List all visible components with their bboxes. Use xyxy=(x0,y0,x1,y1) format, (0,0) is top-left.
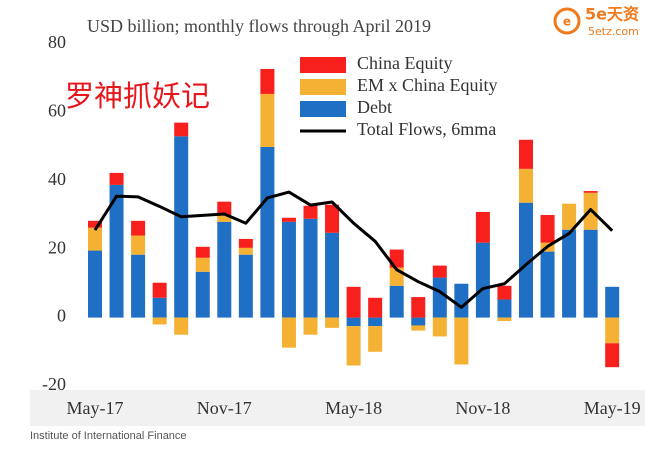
bar-segment xyxy=(238,238,253,248)
bar-segment xyxy=(131,235,146,255)
bar-segment xyxy=(260,68,275,94)
bar-segment xyxy=(174,317,189,335)
bar-segment xyxy=(583,191,598,193)
bar-segment xyxy=(303,205,318,219)
chart-title: USD billion; monthly flows through April… xyxy=(87,16,431,36)
bar-segment xyxy=(131,254,146,318)
bar-segment xyxy=(174,122,189,137)
x-axis-band xyxy=(30,390,645,426)
bar-segment xyxy=(497,299,512,318)
logo-icon xyxy=(553,7,581,35)
bar-segment xyxy=(195,271,210,318)
y-tick-label: -20 xyxy=(42,374,66,394)
bar-segment xyxy=(325,232,340,318)
bar-segment xyxy=(497,285,512,300)
bar-segment xyxy=(432,317,447,337)
bar-segment xyxy=(519,168,533,203)
bar-segment xyxy=(325,317,340,328)
bar-segment xyxy=(432,277,447,318)
bar-segment xyxy=(195,246,210,258)
legend-swatch xyxy=(300,79,346,95)
bar-segment xyxy=(152,297,167,318)
source: Institute of International Finance xyxy=(30,430,187,442)
bar-segment xyxy=(540,251,555,318)
bar-segment xyxy=(238,254,253,318)
bar-segment xyxy=(152,317,167,325)
bar-segment xyxy=(540,215,555,243)
bar-segment xyxy=(131,220,146,236)
bar-segment xyxy=(217,215,232,222)
bar-segment xyxy=(346,317,361,327)
bar-segment xyxy=(475,242,490,318)
bar-segment xyxy=(346,326,361,366)
bar-segment xyxy=(562,203,577,230)
bar-segment xyxy=(346,286,361,318)
bar-segment xyxy=(411,325,426,331)
x-tick-label: May-18 xyxy=(325,398,382,418)
bar-segment xyxy=(583,229,598,318)
bar-segment xyxy=(411,297,426,318)
bar-segment xyxy=(217,201,232,215)
y-tick-label: 20 xyxy=(48,237,66,257)
bar-segment xyxy=(88,250,102,318)
bar-segment xyxy=(454,317,469,365)
bar-segment xyxy=(260,146,275,318)
bar-segment xyxy=(519,139,533,169)
bar-segment xyxy=(562,229,577,318)
y-tick-label: 40 xyxy=(48,169,66,189)
bar-segment xyxy=(238,247,253,255)
bar-segment xyxy=(475,211,490,243)
bar-segment xyxy=(152,282,167,298)
bar-segment xyxy=(411,317,426,326)
bar-segment xyxy=(368,297,383,318)
bar-segment xyxy=(519,202,533,318)
bar-segment xyxy=(454,283,469,318)
bar-segment xyxy=(368,326,383,352)
bar-segment xyxy=(109,172,124,185)
x-tick-label: May-19 xyxy=(584,398,641,418)
legend-swatch xyxy=(300,57,346,73)
x-tick-label: Nov-18 xyxy=(455,398,510,418)
legend-label: Total Flows, 6mma xyxy=(357,119,496,139)
x-tick-label: May-17 xyxy=(67,398,124,418)
logo-url: 5etz.com xyxy=(588,25,639,38)
bar-segment xyxy=(174,136,189,318)
bar-segment xyxy=(605,286,620,318)
bar-segment xyxy=(260,93,275,147)
bar-segment xyxy=(217,221,232,318)
legend-label: EM x China Equity xyxy=(357,75,498,95)
bar-segment xyxy=(88,220,102,228)
legend-label: Debt xyxy=(357,97,392,117)
bar-segment xyxy=(497,317,512,322)
watermark: 罗神抓妖记 xyxy=(65,79,210,113)
y-tick-label: 80 xyxy=(48,32,66,52)
logo-name: 5e天资 xyxy=(585,5,639,24)
bar-segment xyxy=(303,317,318,335)
logo-mark: e xyxy=(563,15,571,29)
bar-segment xyxy=(281,221,296,318)
bar-segment xyxy=(432,265,447,278)
bar-segment xyxy=(88,227,102,251)
bar-segment xyxy=(368,317,383,327)
bar-segment xyxy=(281,317,296,348)
bar-segment xyxy=(389,285,404,318)
bar-segment xyxy=(605,343,620,368)
line xyxy=(93,190,614,309)
legend-swatch xyxy=(300,101,346,117)
y-tick-label: 0 xyxy=(57,306,66,326)
legend-label: China Equity xyxy=(357,53,453,73)
bar-segment xyxy=(281,217,296,222)
bar-segment xyxy=(109,184,124,318)
bar-segment xyxy=(195,257,210,272)
bar-segment xyxy=(325,204,340,233)
bar-segment xyxy=(605,317,620,344)
bar-segment xyxy=(303,218,318,318)
x-tick-label: Nov-17 xyxy=(197,398,252,418)
y-tick-label: 60 xyxy=(48,101,66,121)
